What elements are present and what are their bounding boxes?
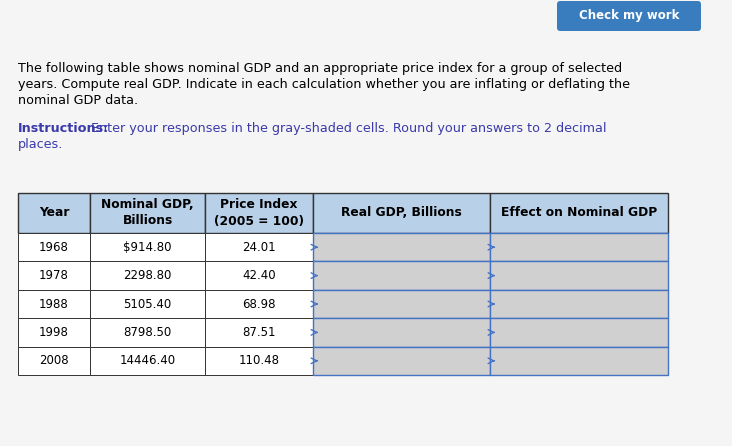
Text: 42.40: 42.40: [242, 269, 276, 282]
Bar: [490, 290, 668, 318]
Text: Real GDP, Billions: Real GDP, Billions: [341, 206, 462, 219]
Bar: [18, 318, 90, 347]
Text: years. Compute real GDP. Indicate in each calculation whether you are inflating : years. Compute real GDP. Indicate in eac…: [18, 78, 630, 91]
Bar: [90, 290, 205, 318]
Bar: [205, 261, 313, 290]
Bar: [313, 261, 490, 290]
Bar: [205, 290, 313, 318]
Bar: [313, 233, 490, 261]
Bar: [18, 347, 90, 375]
Text: Enter your responses in the gray-shaded cells. Round your answers to 2 decimal: Enter your responses in the gray-shaded …: [87, 122, 607, 135]
FancyBboxPatch shape: [557, 1, 701, 31]
Bar: [313, 193, 490, 233]
Text: Effect on Nominal GDP: Effect on Nominal GDP: [501, 206, 657, 219]
Bar: [90, 233, 205, 261]
Bar: [490, 318, 668, 347]
Bar: [313, 347, 490, 375]
Text: nominal GDP data.: nominal GDP data.: [18, 94, 138, 107]
Text: places.: places.: [18, 138, 64, 151]
Bar: [313, 318, 490, 347]
Text: 1968: 1968: [39, 241, 69, 254]
Bar: [313, 290, 490, 318]
Text: 8798.50: 8798.50: [124, 326, 171, 339]
Bar: [90, 318, 205, 347]
Bar: [490, 233, 668, 261]
Text: Instructions:: Instructions:: [18, 122, 109, 135]
Text: 5105.40: 5105.40: [124, 297, 171, 310]
Text: Nominal GDP,
Billions: Nominal GDP, Billions: [101, 198, 194, 227]
Bar: [205, 233, 313, 261]
Text: 2298.80: 2298.80: [123, 269, 172, 282]
Text: The following table shows nominal GDP and an appropriate price index for a group: The following table shows nominal GDP an…: [18, 62, 622, 75]
Text: Year: Year: [39, 206, 70, 219]
Text: 87.51: 87.51: [242, 326, 276, 339]
Text: 1998: 1998: [39, 326, 69, 339]
Text: 14446.40: 14446.40: [119, 354, 176, 368]
Bar: [90, 261, 205, 290]
Text: Check my work: Check my work: [579, 9, 679, 22]
Text: 68.98: 68.98: [242, 297, 276, 310]
Bar: [205, 193, 313, 233]
Bar: [490, 261, 668, 290]
Text: 110.48: 110.48: [239, 354, 280, 368]
Bar: [90, 193, 205, 233]
Bar: [18, 193, 90, 233]
Bar: [490, 347, 668, 375]
Bar: [18, 261, 90, 290]
Bar: [18, 233, 90, 261]
Bar: [205, 318, 313, 347]
Bar: [90, 347, 205, 375]
Text: $914.80: $914.80: [123, 241, 172, 254]
Bar: [490, 193, 668, 233]
Text: Price Index
(2005 = 100): Price Index (2005 = 100): [214, 198, 304, 227]
Bar: [205, 347, 313, 375]
Bar: [18, 290, 90, 318]
Text: 1978: 1978: [39, 269, 69, 282]
Text: 2008: 2008: [40, 354, 69, 368]
Text: 1988: 1988: [39, 297, 69, 310]
Text: 24.01: 24.01: [242, 241, 276, 254]
